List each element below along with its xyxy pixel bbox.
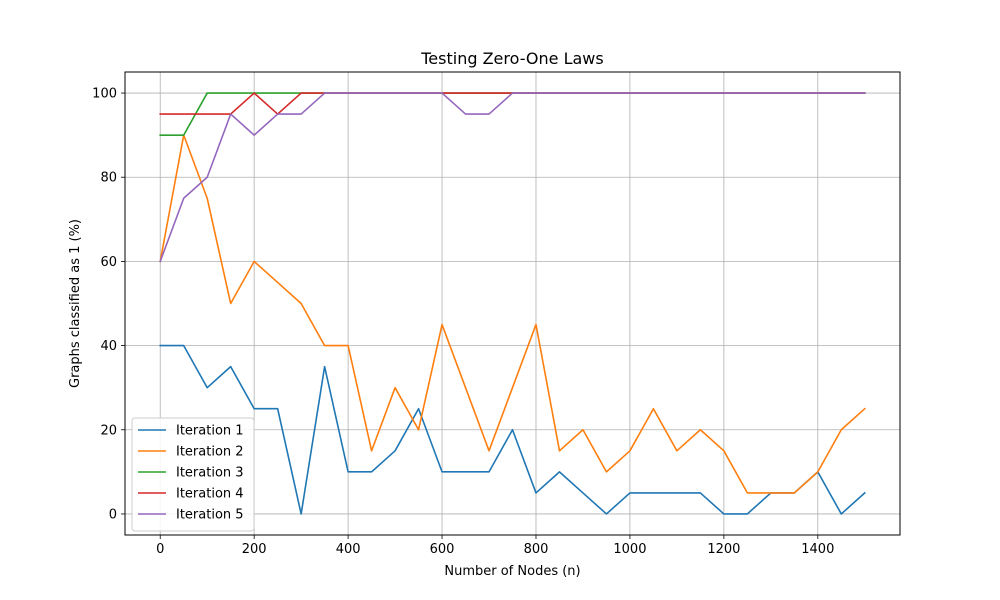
legend: Iteration 1 Iteration 2 Iteration 3 Iterati… — [131, 417, 255, 532]
legend-label: Iteration 2 — [176, 445, 244, 460]
legend-box — [131, 417, 255, 532]
legend-label: Iteration 4 — [176, 487, 244, 502]
plot-frame — [124, 71, 901, 536]
y-axis-label: Graphs classified as 1 (%) — [68, 219, 83, 388]
series-line-iteration-2 — [159, 134, 866, 494]
x-tick-label: 400 — [336, 542, 361, 557]
x-tick-label: 800 — [524, 542, 549, 557]
x-tick-label: 1400 — [801, 542, 834, 557]
y-tick-label: 80 — [100, 171, 117, 186]
series-line-iteration-1 — [159, 344, 866, 515]
x-axis-label: Number of Nodes (n) — [444, 564, 580, 579]
series-line-iteration-3 — [159, 92, 866, 136]
y-tick-label: 100 — [92, 87, 117, 102]
y-tick-label: 40 — [100, 339, 117, 354]
y-axis-ticks: 0 20 40 60 80 100 — [92, 87, 125, 522]
y-tick-label: 0 — [109, 507, 117, 522]
legend-label: Iteration 3 — [176, 466, 244, 481]
x-tick-label: 1000 — [613, 542, 646, 557]
x-tick-label: 0 — [156, 542, 164, 557]
x-axis-ticks: 0 200 400 600 800 1000 1200 1400 — [156, 535, 834, 557]
chart-title: Testing Zero-One Laws — [420, 49, 603, 68]
series-line-iteration-5 — [159, 92, 866, 263]
legend-label: Iteration 5 — [176, 508, 244, 523]
legend-label: Iteration 1 — [176, 424, 244, 439]
series-line-iteration-4 — [159, 92, 866, 115]
y-tick-label: 20 — [100, 423, 117, 438]
x-tick-label: 1200 — [707, 542, 740, 557]
x-tick-label: 600 — [430, 542, 455, 557]
x-tick-label: 200 — [242, 542, 267, 557]
series-lines — [159, 92, 866, 515]
y-tick-label: 60 — [100, 255, 117, 270]
